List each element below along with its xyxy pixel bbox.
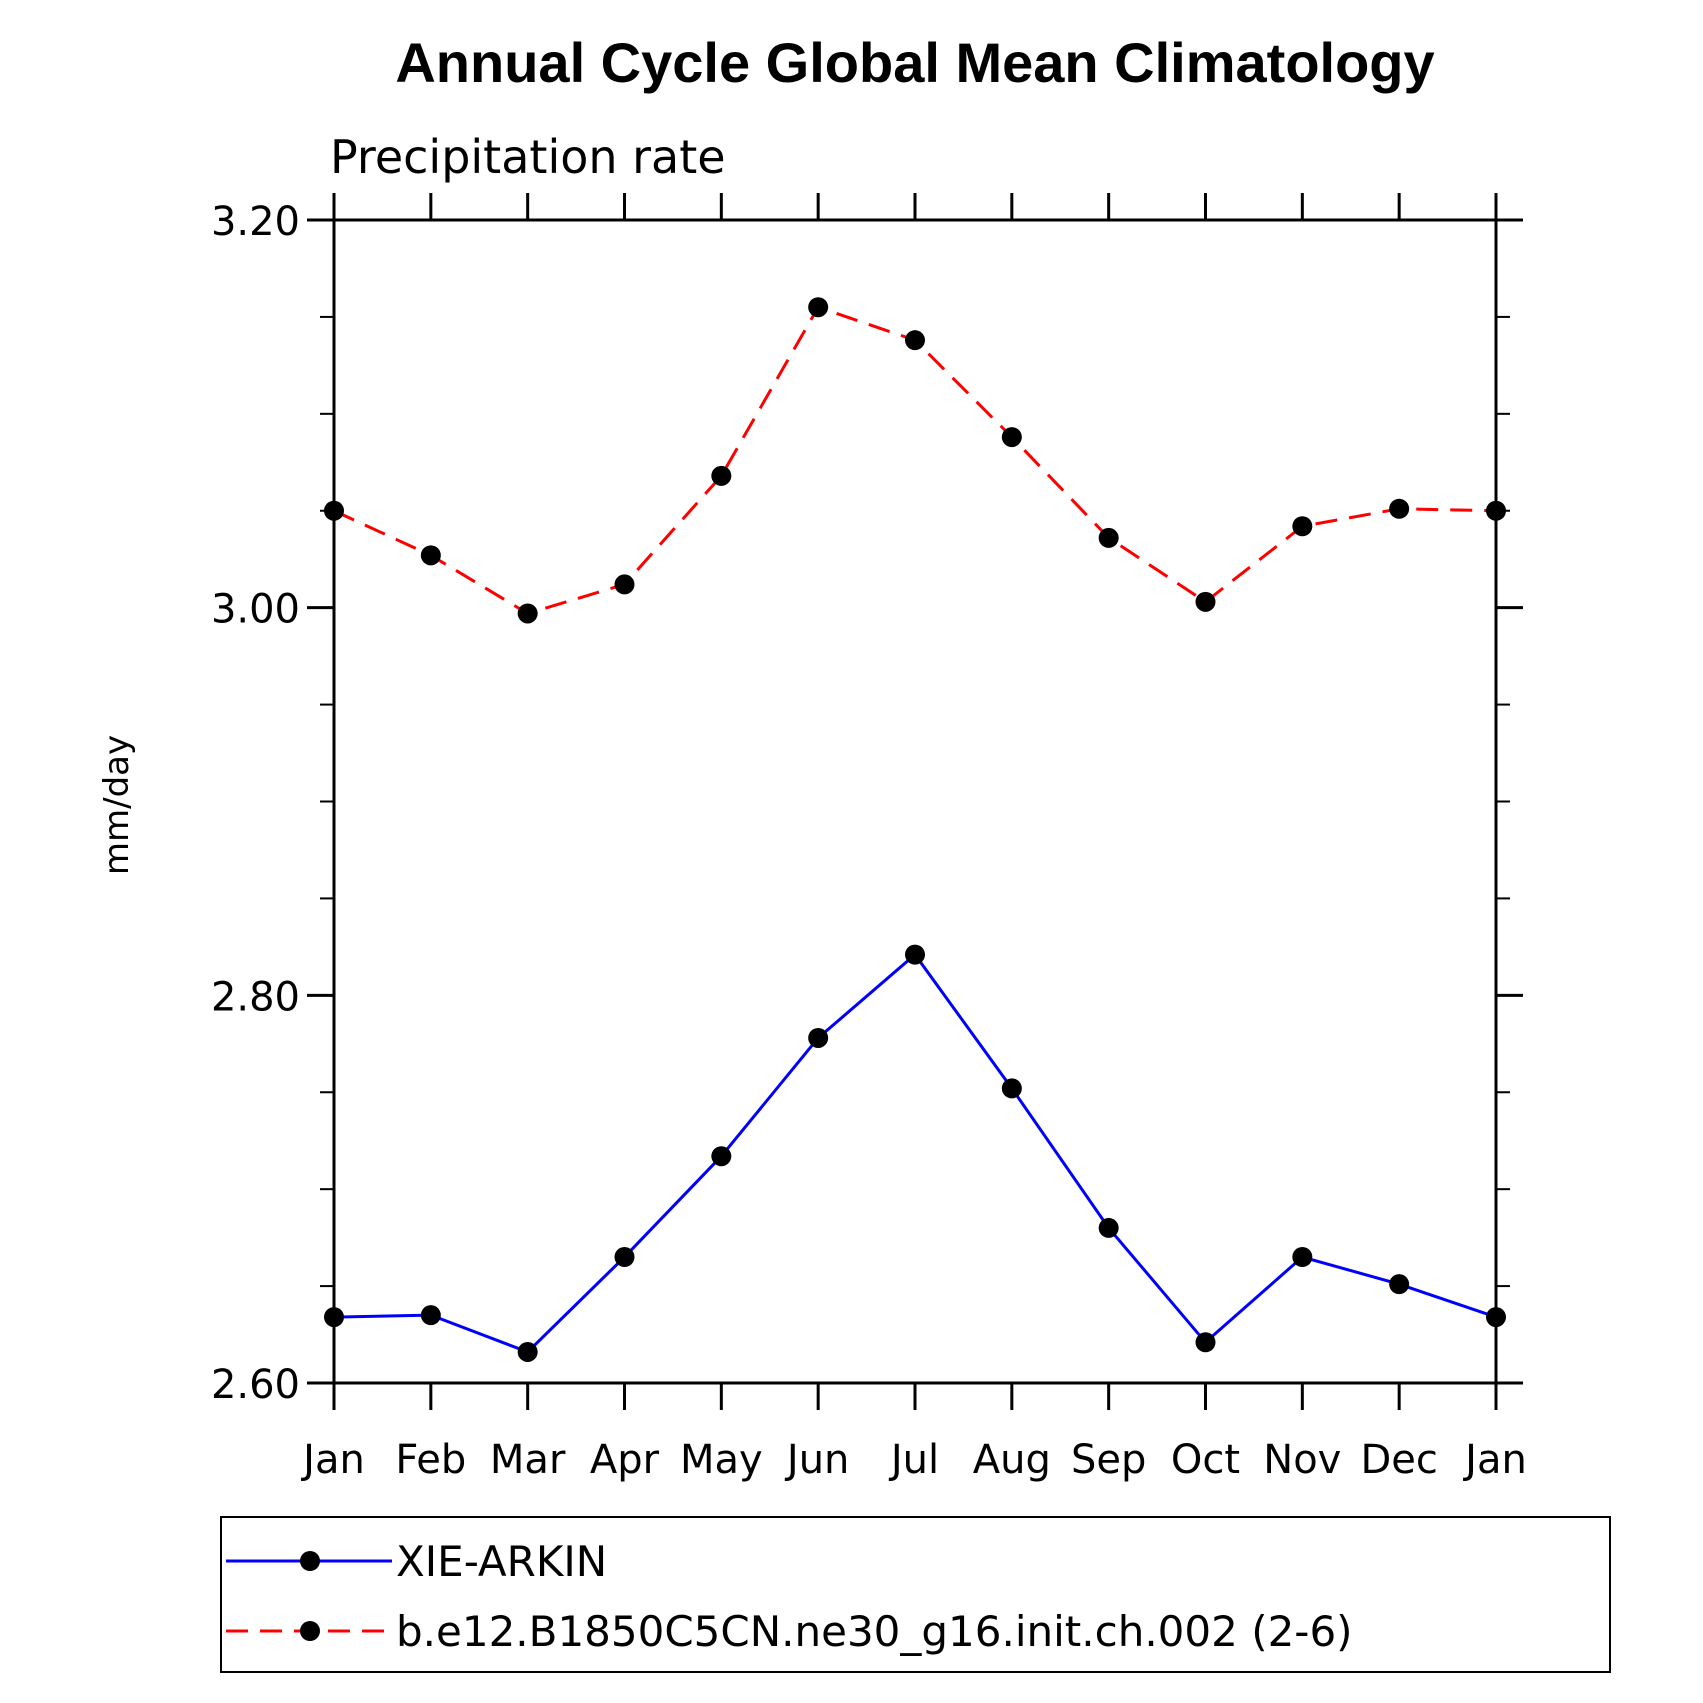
x-tick-label-6: Jul [888, 1437, 939, 1483]
series-1-point-5 [808, 297, 829, 318]
series-0-point-9 [1195, 1332, 1216, 1353]
x-tick-label-4: May [680, 1437, 763, 1483]
y-tick-label-2: 3.00 [211, 587, 300, 633]
series-0-point-6 [905, 944, 925, 965]
legend-marker-xie-arkin [300, 1551, 320, 1571]
y-axis-label: mm/day [97, 735, 137, 875]
x-tick-label-3: Apr [590, 1437, 660, 1483]
y-tick-label-0: 2.60 [211, 1362, 300, 1408]
series-1-point-10 [1292, 516, 1313, 537]
x-tick-label-7: Aug [973, 1437, 1051, 1483]
series-1-point-7 [1001, 427, 1022, 448]
x-tick-label-8: Sep [1071, 1437, 1146, 1483]
series-0-point-1 [420, 1305, 441, 1326]
series-line-1 [333, 305, 1497, 616]
series-0-point-4 [711, 1146, 732, 1167]
x-tick-label-0: Jan [300, 1437, 365, 1483]
series-1-point-3 [614, 574, 635, 595]
series-1-point-1 [420, 545, 441, 566]
series-0-point-5 [808, 1027, 829, 1048]
legend-marker-model-run [300, 1621, 320, 1641]
series-0-point-11 [1389, 1274, 1410, 1295]
y-tick-label-3: 3.20 [211, 199, 300, 245]
x-tick-label-2: Mar [490, 1437, 566, 1483]
axis-ticks: Jan Feb Mar Apr May Jun Jul Aug Sep Oct Nov Dec Jan2… [211, 193, 1527, 1483]
legend: XIE-ARKIN b.e12.B1850C5CN.ne30_g16.init.… [220, 1516, 1611, 1673]
x-tick-label-1: Feb [395, 1437, 466, 1483]
series-1-point-11 [1389, 498, 1410, 519]
plot-frame [332, 218, 1498, 1385]
legend-box [220, 1516, 1611, 1673]
legend-label-model-run: b.e12.B1850C5CN.ne30_g16.init.ch.002 (2-… [396, 1607, 1353, 1656]
series-layer [324, 297, 1506, 1362]
series-0-point-8 [1098, 1217, 1119, 1238]
series-0-point-7 [1001, 1078, 1022, 1099]
series-0-point-10 [1292, 1247, 1313, 1268]
series-line-0 [333, 952, 1497, 1354]
series-1-point-2 [517, 603, 538, 624]
series-1-point-6 [905, 330, 925, 351]
x-tick-label-11: Dec [1360, 1437, 1437, 1483]
series-0-point-2 [517, 1341, 538, 1362]
series-0-point-3 [614, 1247, 635, 1268]
x-tick-label-10: Nov [1263, 1437, 1341, 1483]
series-1-point-12 [1486, 500, 1506, 521]
series-1-point-4 [711, 465, 732, 486]
x-tick-label-9: Oct [1171, 1437, 1240, 1483]
series-1-point-9 [1195, 591, 1216, 612]
series-1-point-8 [1098, 527, 1119, 548]
chart-title: Annual Cycle Global Mean Climatology [395, 31, 1434, 94]
x-tick-label-5: Jun [784, 1437, 850, 1483]
series-1-point-0 [324, 500, 344, 521]
series-0-point-0 [324, 1307, 344, 1328]
legend-label-xie-arkin: XIE-ARKIN [396, 1537, 607, 1586]
x-tick-label-12: Jan [1462, 1437, 1527, 1483]
chart-subtitle: Precipitation rate [330, 130, 726, 184]
y-tick-label-1: 2.80 [211, 974, 300, 1020]
series-0-point-12 [1486, 1307, 1506, 1328]
